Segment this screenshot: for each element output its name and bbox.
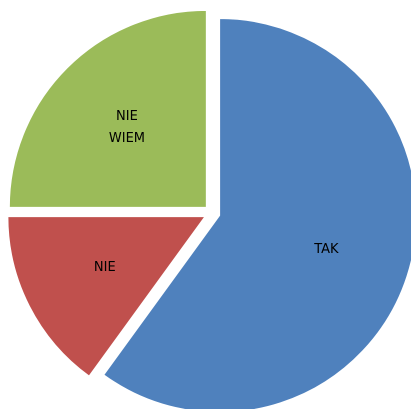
slice-label: TAK xyxy=(314,242,339,258)
pie-slice xyxy=(8,9,207,208)
slice-label: NIE xyxy=(93,259,116,275)
slice-label: NIE WIEM xyxy=(108,108,145,146)
pie-slice xyxy=(103,17,411,409)
pie-slice xyxy=(7,216,206,377)
